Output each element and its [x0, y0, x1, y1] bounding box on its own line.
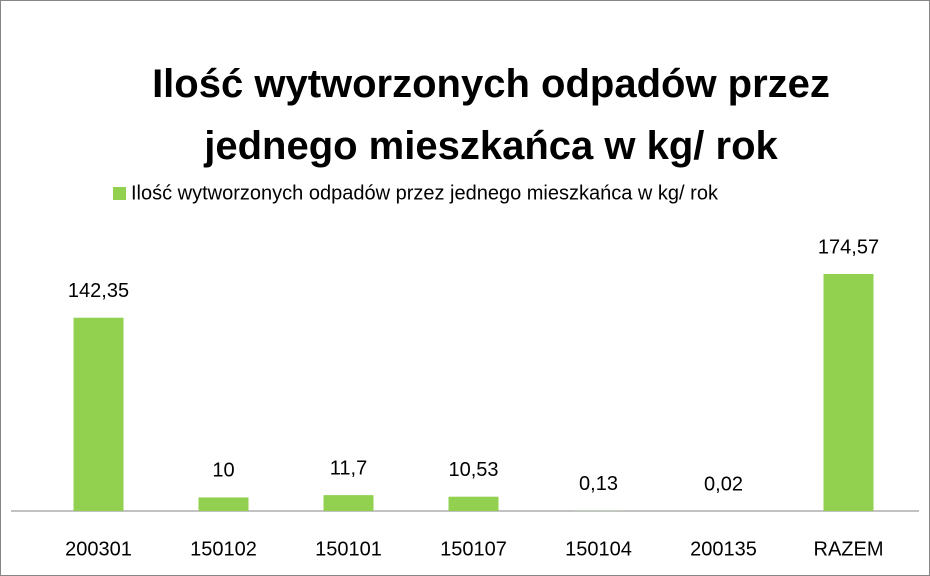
bar: [823, 274, 874, 511]
x-tick-label: 150104: [565, 538, 632, 560]
x-tick-label: 150102: [190, 538, 257, 560]
bar: [448, 496, 499, 511]
data-label: 174,57: [818, 236, 879, 258]
data-label: 10,53: [448, 459, 498, 481]
legend-swatch: [113, 187, 126, 200]
legend-label: Ilość wytworzonych odpadów przez jednego…: [131, 182, 719, 204]
x-tick-label: 200301: [65, 538, 132, 560]
data-label: 0,13: [579, 473, 618, 495]
bar: [73, 317, 124, 511]
data-label: 10: [212, 460, 234, 482]
data-label: 0,02: [704, 473, 743, 495]
chart-title: Ilość wytworzonych odpadów przez jednego…: [152, 62, 830, 168]
data-label: 11,7: [330, 457, 367, 479]
bar: [323, 495, 374, 511]
x-tick-label: 150101: [315, 538, 382, 560]
x-tick-label: 150107: [440, 538, 507, 560]
x-tick-label: 200135: [690, 538, 757, 560]
bar: [198, 497, 249, 511]
x-tick-label: RAZEM: [814, 538, 884, 560]
data-label: 142,35: [68, 280, 129, 302]
